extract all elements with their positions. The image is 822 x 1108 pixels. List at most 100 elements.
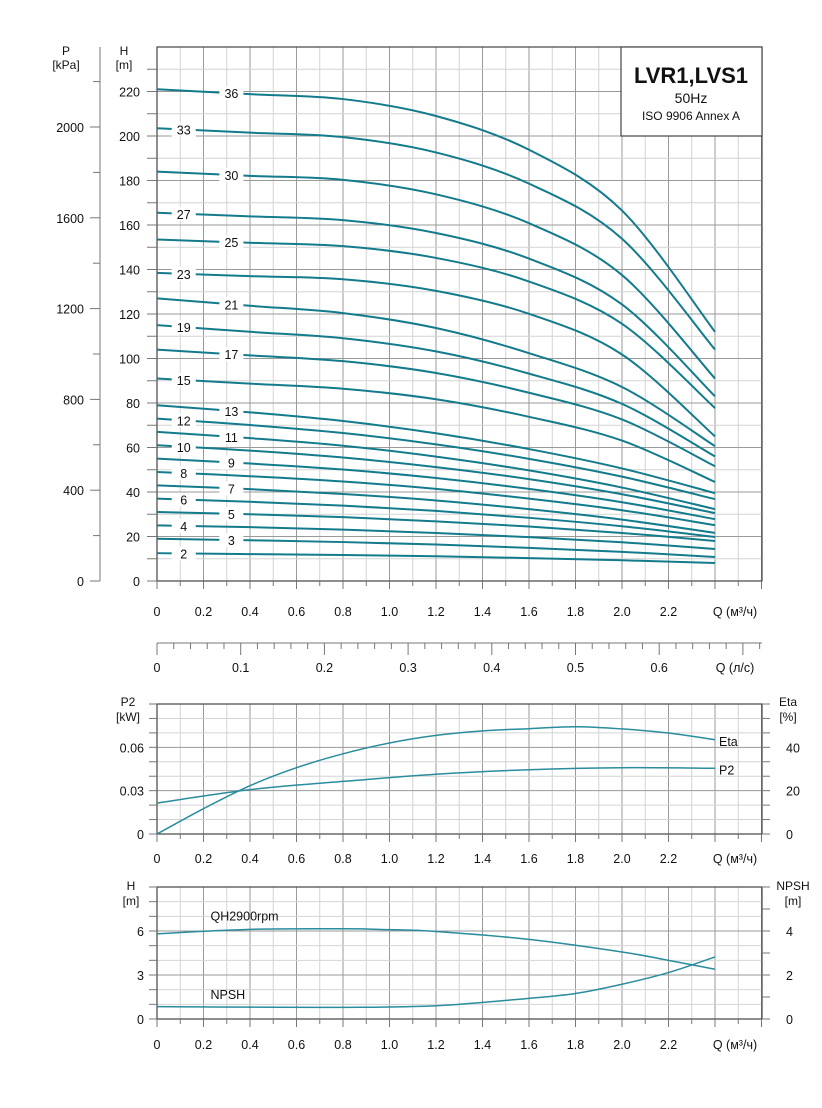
x-tick-label: 1.0 (381, 605, 398, 619)
q-ls-tick-label: 0.4 (483, 661, 500, 675)
q-ls-tick-label: 0.5 (567, 661, 584, 675)
qh-curve-stage-25 (156, 238, 716, 409)
stage-label-bg (219, 167, 244, 182)
stage-label: 9 (228, 457, 235, 471)
x-tick-label: 0 (154, 852, 161, 866)
x-tick-label: 1.8 (567, 605, 584, 619)
x-tick-label: 1.0 (381, 1038, 398, 1052)
stage-label: 33 (177, 123, 191, 137)
qh-curve-stage-33 (156, 127, 716, 351)
stage-label-bg (219, 403, 244, 418)
stage-label-bg (171, 372, 196, 387)
x-tick-label: 1.6 (520, 605, 537, 619)
h-tick-label: 3 (137, 969, 144, 983)
frequency-label: 50Hz (675, 90, 708, 106)
x-tick-label: 1.2 (427, 852, 444, 866)
p2-axis-unit: [kW] (116, 710, 140, 724)
npsh-tick-label: 0 (786, 1013, 793, 1027)
h3-axis-unit: [m] (123, 894, 140, 908)
stage-label: 3 (228, 534, 235, 548)
curve-eta (156, 725, 716, 835)
h-tick-label: 6 (137, 925, 144, 939)
stage-label-bg (171, 266, 196, 281)
stage-label-bg (171, 206, 196, 221)
x-tick-label: 1.4 (474, 605, 491, 619)
q-ls-tick-label: 0 (154, 661, 161, 675)
qh-curve-stage-6 (156, 497, 716, 538)
x-tick-label: 2.0 (613, 605, 630, 619)
x-tick-label: 0.2 (195, 605, 212, 619)
stage-label: 8 (180, 467, 187, 481)
stage-label: 23 (177, 268, 191, 282)
eta-tick-label: 40 (786, 741, 800, 755)
x-tick-label: 1.0 (381, 852, 398, 866)
x-tick-label: 0 (154, 1038, 161, 1052)
h-tick-label: 60 (126, 442, 140, 456)
curve-qh2900rpm (156, 927, 716, 971)
q-ls-tick-label: 0.2 (316, 661, 333, 675)
x-tick-label: 0.6 (288, 852, 305, 866)
qh-curve-stage-13 (156, 404, 716, 495)
p-tick-label: 2000 (56, 121, 84, 135)
eta-axis-unit: [%] (779, 710, 796, 724)
q-ls-axis-label: Q (л/с) (716, 661, 755, 675)
stage-label-bg (219, 481, 244, 496)
x-axis-label: Q (м³/ч) (713, 605, 757, 619)
series-label-qh2900rpm: QH2900rpm (210, 909, 278, 923)
qh-curve-stage-4 (156, 524, 716, 550)
npsh-axis-title: NPSH (776, 879, 809, 893)
stage-label-bg (171, 439, 196, 454)
npsh-tick-label: 2 (786, 969, 793, 983)
qh-curve-stage-23 (156, 271, 716, 438)
qh-curve-stage-17 (156, 348, 716, 468)
stage-label: 25 (224, 236, 238, 250)
x-tick-label: 0.4 (241, 1038, 258, 1052)
series-label-npsh: NPSH (210, 988, 245, 1002)
h-tick-label: 180 (119, 175, 140, 189)
h-tick-label: 40 (126, 486, 140, 500)
p-tick-label: 0 (77, 575, 84, 589)
qh-curve-stage-2 (156, 552, 716, 564)
x-tick-label: 2.0 (613, 852, 630, 866)
h-tick-label: 100 (119, 353, 140, 367)
qh-curve-stage-11 (156, 430, 716, 511)
q-litres-axis: 0 0.1 0.2 0.3 0.4 0.5 0.6 Q (л/с) (154, 642, 762, 675)
stage-label: 11 (225, 431, 238, 445)
x-tick-label: 2.0 (613, 1038, 630, 1052)
q-ls-tick-label: 0.1 (232, 661, 249, 675)
stage-label: 13 (224, 405, 238, 419)
power-efficiency-chart: 0 0.03 0.06 0 20 40 Eta P2 0 0.2 0.4 0.6 0.8 1.0 1.2 1.… (120, 703, 800, 866)
curve-p2 (156, 766, 716, 804)
eta-axis-title: Eta (779, 695, 797, 709)
stage-label-bg (171, 122, 196, 137)
x-tick-label: 2.2 (660, 852, 677, 866)
stage-label-bg (171, 413, 196, 428)
x-tick-label: 1.2 (427, 1038, 444, 1052)
x-tick-label: 1.8 (567, 852, 584, 866)
h-tick-label: 220 (119, 86, 140, 100)
stage-label-bg (219, 297, 244, 312)
x-axis-label: Q (м³/ч) (713, 852, 757, 866)
qh-curve-stage-8 (156, 470, 716, 527)
title-box: LVR1,LVS1 50Hz ISO 9906 Annex A (620, 46, 763, 137)
x-tick-label: 1.4 (474, 1038, 491, 1052)
stage-label-bg (219, 532, 244, 547)
x-tick-label: 0.4 (241, 605, 258, 619)
x-tick-label: 1.2 (427, 605, 444, 619)
stage-label-bg (171, 320, 196, 335)
npsh-axis-unit: [m] (785, 894, 802, 908)
h-tick-label: 160 (119, 219, 140, 233)
x-tick-label: 1.8 (567, 1038, 584, 1052)
stage-label: 30 (224, 169, 238, 183)
qh-curve-stage-5 (156, 511, 716, 542)
x-tick-label: 2.2 (660, 1038, 677, 1052)
p-tick-label: 400 (63, 484, 84, 498)
stage-label: 19 (177, 321, 191, 335)
p2-tick-label: 0.03 (120, 785, 144, 799)
qh-curve-stage-3 (156, 537, 716, 558)
stage-label-bg (219, 86, 244, 101)
x-tick-label: 2.2 (660, 605, 677, 619)
stage-label: 5 (228, 508, 235, 522)
stage-label: 2 (180, 547, 187, 561)
